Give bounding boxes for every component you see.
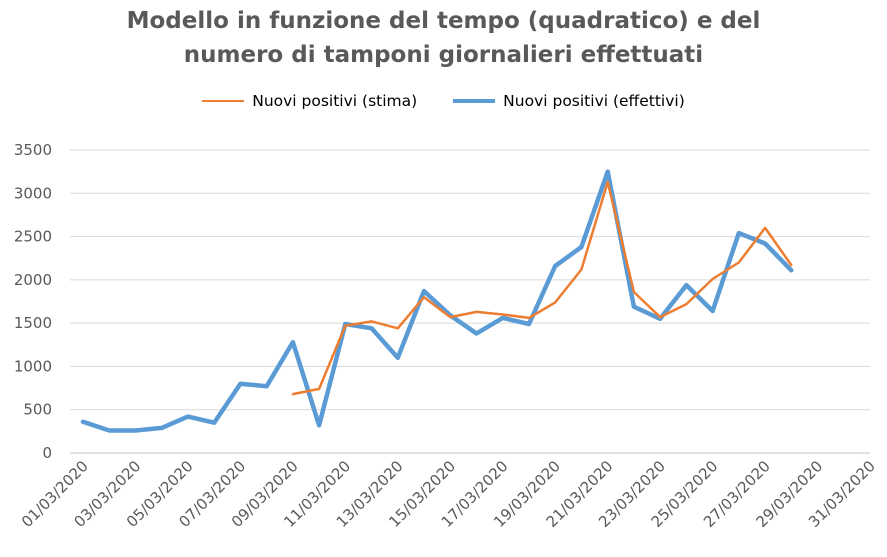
y-tick-label: 1500: [14, 314, 52, 332]
legend-swatch-effettivi: [453, 99, 496, 103]
legend-label-stima: Nuovi positivi (stima): [252, 92, 418, 110]
series-line-stima: [291, 180, 793, 396]
series-line-effettivi: [80, 169, 794, 433]
y-tick-label: 0: [42, 444, 52, 462]
legend-label-effettivi: Nuovi positivi (effettivi): [503, 92, 685, 110]
legend: Nuovi positivi (stima) Nuovi positivi (e…: [0, 92, 887, 110]
y-tick-label: 500: [23, 401, 52, 419]
y-tick-label: 3000: [14, 184, 52, 202]
y-tick-label: 1000: [14, 357, 52, 375]
y-tick-label: 3500: [14, 141, 52, 159]
legend-swatch-stima: [202, 100, 245, 102]
chart-title-line-1: Modello in funzione del tempo (quadratic…: [126, 8, 761, 34]
legend-item-stima: Nuovi positivi (stima): [202, 92, 417, 110]
legend-item-effettivi: Nuovi positivi (effettivi): [453, 92, 685, 110]
y-tick-label: 2500: [14, 228, 52, 246]
chart-title: Modello in funzione del tempo (quadratic…: [0, 4, 887, 72]
y-tick-label: 2000: [14, 271, 52, 289]
chart-title-line-2: numero di tamponi giornalieri effettuati: [183, 42, 704, 68]
